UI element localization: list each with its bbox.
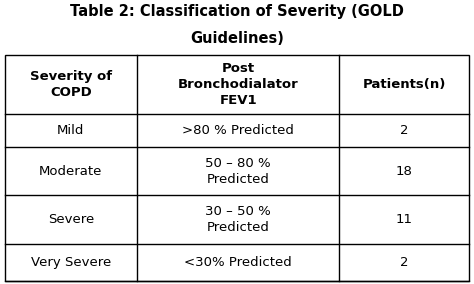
Text: 2: 2: [400, 256, 409, 269]
Text: 2: 2: [400, 124, 409, 137]
Bar: [5, 55, 469, 281]
Text: 18: 18: [396, 164, 413, 178]
Text: 50 – 80 %
Predicted: 50 – 80 % Predicted: [205, 156, 271, 185]
Text: Severity of
COPD: Severity of COPD: [30, 70, 112, 99]
Text: <30% Predicted: <30% Predicted: [184, 256, 292, 269]
Text: Table 2: Classification of Severity (GOLD: Table 2: Classification of Severity (GOL…: [70, 4, 404, 19]
Text: >80 % Predicted: >80 % Predicted: [182, 124, 294, 137]
Text: Guidelines): Guidelines): [190, 31, 284, 46]
Text: Mild: Mild: [57, 124, 85, 137]
Text: Patients(n): Patients(n): [363, 78, 446, 91]
Text: Very Severe: Very Severe: [31, 256, 111, 269]
Text: 11: 11: [396, 213, 413, 226]
Text: 30 – 50 %
Predicted: 30 – 50 % Predicted: [205, 205, 271, 234]
Text: Post
Bronchodialator
FEV1: Post Bronchodialator FEV1: [178, 62, 299, 107]
Text: Severe: Severe: [48, 213, 94, 226]
Text: Moderate: Moderate: [39, 164, 103, 178]
